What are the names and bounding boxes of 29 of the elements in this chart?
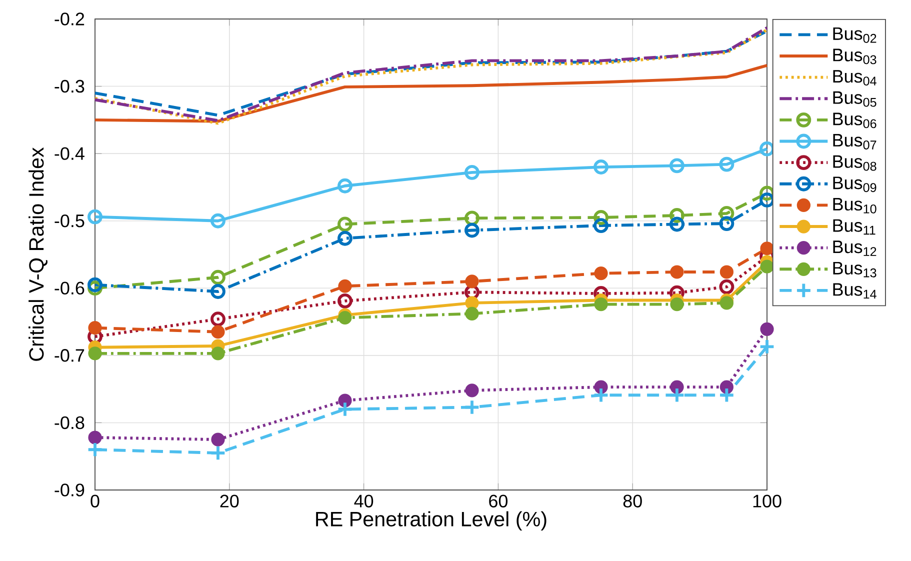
y-tick-label: -0.4 xyxy=(54,147,84,160)
x-tick-label: 0 xyxy=(90,494,100,508)
y-tick-label: -0.2 xyxy=(54,12,84,26)
y-tick-label: -0.6 xyxy=(54,282,84,295)
legend-label: Bus$_{05}$ xyxy=(833,91,876,107)
y-tick-label: -0.5 xyxy=(54,214,84,228)
legend-label: Bus$_{08}$ xyxy=(833,155,876,171)
x-tick-label: 80 xyxy=(623,494,642,508)
x-tick-label: 40 xyxy=(354,494,374,508)
legend-label: Bus$_{04}$ xyxy=(833,70,876,86)
y-tick-label: -0.7 xyxy=(54,349,84,362)
legend-label: Bus$_{09}$ xyxy=(833,176,876,192)
legend-label: Bus$_{14}$ xyxy=(833,283,876,299)
y-tick-label: -0.3 xyxy=(54,80,84,93)
y-tick-label: -0.8 xyxy=(54,416,84,430)
y-axis-title: Critical V-Q Ratio Index xyxy=(28,147,48,361)
legend-label: Bus$_{06}$ xyxy=(833,112,876,128)
x-tick-label: 60 xyxy=(489,494,508,508)
legend-label: Bus$_{03}$ xyxy=(833,48,876,64)
y-tick-label: -0.9 xyxy=(54,484,84,496)
x-tick-label: 100 xyxy=(753,494,782,508)
legend-label: Bus$_{07}$ xyxy=(833,134,876,150)
x-tick-label: 20 xyxy=(220,494,239,508)
legend-label: Bus$_{02}$ xyxy=(833,27,876,43)
legend-label: Bus$_{11}$ xyxy=(833,219,876,235)
legend-label: Bus$_{12}$ xyxy=(833,240,876,256)
legend-label: Bus$_{13}$ xyxy=(833,262,876,278)
legend-label: Bus$_{10}$ xyxy=(833,198,876,214)
x-axis-title: RE Penetration Level (%) xyxy=(316,511,546,531)
